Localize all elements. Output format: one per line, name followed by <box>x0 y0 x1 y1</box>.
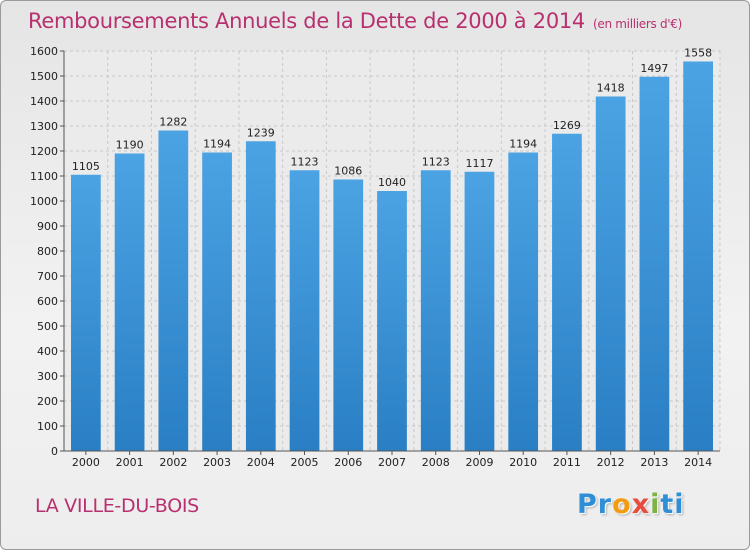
y-tick-label: 1000 <box>30 195 58 208</box>
data-label-2009: 1117 <box>465 157 493 170</box>
data-label-2006: 1086 <box>334 165 362 178</box>
y-tick-label: 1400 <box>30 95 58 108</box>
y-tick-label: 1300 <box>30 120 58 133</box>
bar-2013 <box>639 76 670 451</box>
bar-2000 <box>70 174 101 451</box>
bar-2006 <box>333 179 364 451</box>
data-label-2001: 1190 <box>116 139 144 152</box>
bar-2002 <box>158 130 189 451</box>
bar-2005 <box>289 170 320 451</box>
data-label-2014: 1558 <box>684 47 712 60</box>
data-label-2012: 1418 <box>597 82 625 95</box>
bar-2012 <box>595 96 626 451</box>
y-tick-label: 500 <box>37 320 58 333</box>
y-tick-label: 400 <box>37 345 58 358</box>
y-tick-label: 300 <box>37 370 58 383</box>
data-label-2002: 1282 <box>159 116 187 129</box>
logo-letter: P <box>577 489 598 520</box>
city-name: LA VILLE-DU-BOIS <box>35 495 199 517</box>
x-tick-label: 2001 <box>116 456 144 469</box>
data-label-2004: 1239 <box>247 126 275 139</box>
data-label-2007: 1040 <box>378 176 406 189</box>
y-tick-label: 1600 <box>30 45 58 58</box>
bar-2008 <box>420 170 451 451</box>
bar-2003 <box>202 152 232 451</box>
x-tick-label: 2011 <box>553 456 581 469</box>
y-tick-label: 800 <box>37 245 58 258</box>
bar-2004 <box>245 141 276 451</box>
proxiti-logo: Proxiti <box>577 489 685 520</box>
y-tick-label: 1500 <box>30 70 58 83</box>
x-tick-label: 2009 <box>465 456 493 469</box>
bar-2014 <box>683 61 714 451</box>
data-label-2010: 1194 <box>509 138 537 151</box>
logo-letter: ti <box>660 489 685 520</box>
data-label-2008: 1123 <box>422 155 450 168</box>
data-label-2011: 1269 <box>553 119 581 132</box>
data-label-2000: 1105 <box>72 160 100 173</box>
chart-title-text: Remboursements Annuels de la Dette de 20… <box>28 9 585 33</box>
chart-unit-label: (en milliers d'€) <box>593 17 683 31</box>
y-tick-label: 1200 <box>30 145 58 158</box>
y-tick-label: 0 <box>51 445 58 458</box>
y-tick-label: 200 <box>37 395 58 408</box>
x-tick-label: 2006 <box>334 456 362 469</box>
x-tick-label: 2003 <box>203 456 231 469</box>
y-tick-label: 700 <box>37 270 58 283</box>
x-tick-label: 2012 <box>597 456 625 469</box>
x-tick-label: 2008 <box>422 456 450 469</box>
bar-2010 <box>508 152 539 451</box>
logo-letter: r <box>597 489 613 520</box>
x-tick-label: 2010 <box>509 456 537 469</box>
bar-2007 <box>377 191 407 451</box>
logo-letter: o <box>612 489 632 520</box>
x-tick-label: 2005 <box>291 456 319 469</box>
x-tick-label: 2013 <box>640 456 668 469</box>
x-tick-label: 2014 <box>684 456 712 469</box>
x-tick-label: 2004 <box>247 456 275 469</box>
y-tick-label: 600 <box>37 295 58 308</box>
axes: 0 100 200 300 400 500 600 700 800 900 1000 1100 1200… <box>30 45 720 469</box>
chart-title: Remboursements Annuels de la Dette de 20… <box>28 9 682 33</box>
x-tick-label: 2000 <box>72 456 100 469</box>
bar-2009 <box>464 171 495 451</box>
logo-letter: x <box>631 489 651 520</box>
logo-letter: i <box>650 489 661 520</box>
y-tick-label: 900 <box>37 220 58 233</box>
data-label-2003: 1194 <box>203 138 231 151</box>
data-label-2013: 1497 <box>640 62 668 75</box>
bar-2001 <box>114 153 145 451</box>
bar-2011 <box>552 133 582 451</box>
bars: 1105 1190 1282 1194 1239 1123 1086 1040 1123 1117… <box>70 47 714 451</box>
x-tick-label: 2007 <box>378 456 406 469</box>
data-label-2005: 1123 <box>291 155 319 168</box>
y-tick-label: 1100 <box>30 170 58 183</box>
y-tick-label: 100 <box>37 420 58 433</box>
x-tick-label: 2002 <box>159 456 187 469</box>
